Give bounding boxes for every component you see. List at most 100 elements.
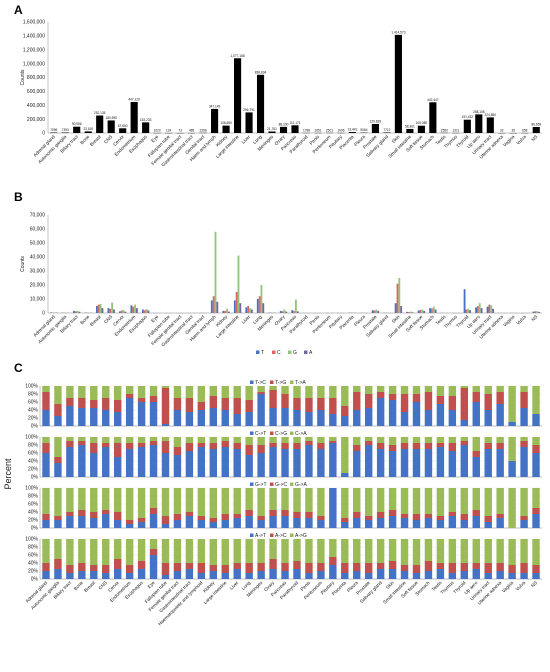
bar-ovary-c: [281, 311, 284, 313]
segment-fallopian-tube-a-t: [161, 575, 170, 579]
y-tick-label: 600,000: [27, 89, 45, 95]
segment-female-genital-tract-c-g: [173, 447, 182, 455]
bar-small-intestine-g: [409, 311, 412, 313]
y-tick-label: 0%: [31, 526, 39, 532]
segment-eye-c-t: [149, 445, 158, 477]
segment-cervix-t-a: [113, 386, 122, 400]
bar-cervix-a: [124, 311, 127, 313]
segment-pleura-c-a: [353, 437, 361, 445]
segment-pancreas-c-a: [281, 437, 289, 443]
segment-placenta-t-c: [341, 416, 349, 426]
segment-haematopoietic-and-lymphoid-c-t: [197, 447, 206, 477]
bar-cervix-t: [118, 311, 121, 313]
segment-cervix-a-t: [113, 569, 122, 579]
segment-fallopian-tube-c-t: [161, 453, 170, 477]
segment-large-intestine-g-t: [221, 520, 229, 528]
segment-pancreas-g-t: [281, 516, 289, 528]
segment-pleura-t-c: [353, 410, 361, 426]
y-tick-label: 30,000: [30, 269, 46, 275]
value-label: 1,414,573: [391, 30, 405, 34]
segment-esophagus-c-g: [137, 443, 146, 447]
legend-swatch-t: [256, 350, 260, 354]
bar-soft-tissue-a: [423, 310, 426, 313]
bar-pancreas: [291, 125, 299, 133]
segment-breast-c-a: [90, 437, 98, 443]
bar-prostate-c: [373, 310, 376, 313]
segment-ovary-a-c: [269, 559, 277, 569]
segment-salivary-gland-c-g: [376, 443, 385, 449]
segment-peritoneum-c-t: [317, 449, 325, 477]
segment-placenta-c-t: [341, 473, 349, 477]
segment-up-aero-t-g: [472, 392, 480, 402]
y-tick-label: 200,000: [27, 117, 45, 123]
segment-testis-t-a: [436, 386, 445, 396]
segment-thymus-c-t: [448, 451, 457, 477]
value-label: 105,080: [416, 121, 428, 125]
segment-esophagus-g-c: [137, 518, 146, 522]
segment-urinary-tract-a-c: [484, 563, 492, 573]
segment-female-genital-tract-g-a: [173, 488, 182, 514]
segment-kidney-c-g: [209, 443, 218, 449]
value-label: 1788: [303, 128, 310, 132]
segment-adrenal-gland-a-t: [42, 571, 50, 579]
y-tick-label: 10,000: [30, 297, 46, 303]
segment-endometrium-a-g: [125, 539, 134, 565]
bar-prostate-a: [377, 310, 380, 313]
segment-esophagus-t-a: [137, 386, 146, 398]
legend-label: T->G: [275, 380, 286, 386]
segment-placenta-t-a: [341, 386, 349, 406]
bar-kidney-t: [222, 310, 225, 313]
bar-haem-and-lymph-a: [216, 301, 219, 313]
segment-autonomic-ganglia-t-c: [54, 416, 62, 426]
segment-eye-g-t: [149, 514, 158, 528]
segment-vulva-t-a: [520, 386, 528, 392]
segment-salivary-gland-c-t: [376, 449, 385, 477]
segment-cns-a-c: [102, 565, 110, 573]
segment-testis-a-t: [436, 569, 445, 579]
segment-prostate-t-a: [364, 386, 373, 394]
value-label: 35: [512, 128, 516, 132]
segment-peritoneum-a-g: [317, 539, 325, 563]
segment-vulva-t-c: [520, 408, 528, 426]
segment-cervix-a-g: [113, 539, 122, 559]
segment-small-intestine-a-c: [400, 565, 409, 571]
segment-testis-c-g: [436, 443, 445, 447]
bar-haem-and-lymph-c: [212, 296, 215, 313]
segment-haematopoietic-and-lymphoid-a-t: [197, 573, 206, 579]
segment-uterine-adnexa-g-c: [496, 514, 504, 518]
segment-soft-tissue-t-a: [412, 386, 421, 394]
segment-bone-a-t: [78, 571, 86, 579]
segment-biliary-tract-t-g: [66, 398, 74, 406]
segment-prostate-a-t: [364, 573, 373, 579]
segment-soft-tissue-c-g: [412, 443, 421, 449]
segment-bone-t-c: [78, 408, 86, 426]
x-tick-label: Bone: [73, 580, 84, 591]
segment-thymus-t-g: [448, 396, 457, 410]
value-label: 2550: [441, 128, 448, 132]
segment-haematopoietic-and-lymphoid-c-g: [197, 443, 206, 447]
segment-bone-a-g: [78, 539, 86, 563]
segment-soft-tissue-t-c: [412, 402, 421, 426]
segment-thyroid-a-c: [460, 563, 469, 571]
segment-penis-g-a: [305, 488, 313, 512]
segment-lung-g-t: [245, 516, 253, 528]
bar-thyroid-c: [465, 309, 468, 313]
segment-large-intestine-c-t: [221, 447, 229, 477]
segment-placenta-g-t: [341, 522, 349, 528]
segment-stomach-t-g: [424, 392, 433, 410]
segment-haematopoietic-and-lymphoid-a-c: [197, 563, 206, 573]
segment-ovary-t-a: [269, 386, 277, 390]
bar-liver: [245, 112, 253, 133]
segment-kidney-a-g: [209, 539, 218, 565]
y-tick-label: 60%: [28, 553, 39, 559]
bar-haem-and-lymph: [211, 108, 219, 133]
segment-parathyroid-g-c: [293, 512, 301, 518]
segment-lung-g-a: [245, 488, 253, 510]
segment-uterine-adnexa-c-g: [496, 443, 504, 449]
segment-breast-t-c: [90, 408, 98, 426]
bar-esophagus-g: [145, 309, 148, 313]
y-axis-title: Counts: [20, 69, 26, 85]
segment-ns-t-a: [532, 386, 540, 414]
segment-autonomic-ganglia-t-a: [54, 386, 62, 404]
subplot-3: G->T G->C G->A 0% 20% 40% 60% 80% 100%: [25, 482, 542, 532]
